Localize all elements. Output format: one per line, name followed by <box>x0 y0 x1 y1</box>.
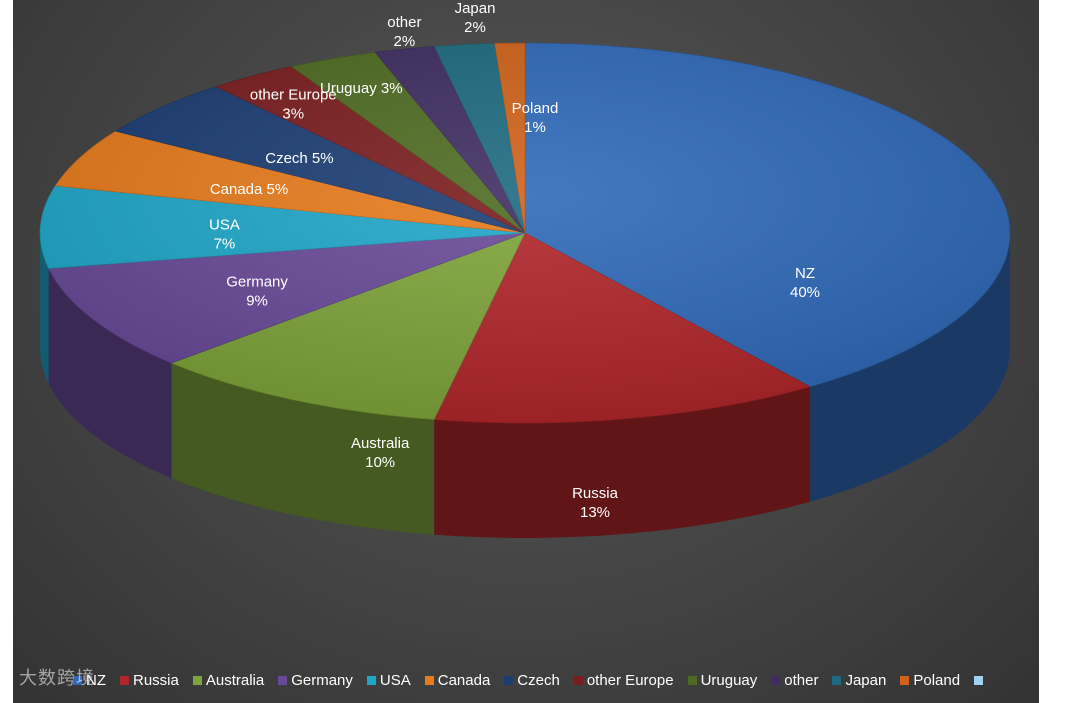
slice-side-russia <box>434 386 811 539</box>
legend-item-russia: Russia <box>120 672 179 689</box>
legend-item-blank <box>974 675 987 685</box>
pie-chart: NZ 40% Russia 13% Australia 10% Germany 9% USA 7%… <box>39 0 1011 539</box>
legend-item-canada: Canada <box>424 671 491 689</box>
data-label-russia: Russia 13% <box>572 485 619 521</box>
legend-swatch <box>120 675 129 685</box>
data-label-nz: NZ 40% <box>790 265 820 301</box>
legend-label: Germany <box>291 671 353 689</box>
legend-swatch <box>366 675 376 685</box>
legend-label: Uruguay <box>700 671 758 689</box>
legend-item-other-europe: other Europe <box>573 671 674 689</box>
legend-label: Australia <box>205 671 265 689</box>
legend-swatch <box>573 675 583 685</box>
legend-swatch <box>974 675 984 685</box>
legend-swatch <box>424 675 434 685</box>
legend-item-germany: Germany <box>278 672 353 689</box>
legend-label: Canada <box>437 671 491 689</box>
legend-swatch <box>192 675 202 685</box>
legend-item-uruguay: Uruguay <box>687 671 758 689</box>
legend-swatch <box>278 675 288 685</box>
chart-panel: NZ 40% Russia 13% Australia 10% Germany 9% USA 7%… <box>13 0 1039 703</box>
data-label-australia: Australia 10% <box>351 435 410 471</box>
legend-swatch <box>832 675 842 685</box>
legend-item-nz: NZ <box>73 672 106 689</box>
legend-label: Poland <box>913 671 961 689</box>
legend-item-australia: Australia <box>192 671 265 689</box>
data-label-other-europe: other Europe 3% <box>250 86 337 122</box>
data-label-japan: Japan 2% <box>455 0 496 36</box>
legend-item-poland: Poland <box>900 672 960 689</box>
legend-label: other Europe <box>586 671 674 689</box>
data-label-germany: Germany 9% <box>226 273 288 309</box>
legend-swatch <box>771 675 781 685</box>
legend-swatch <box>900 675 910 685</box>
legend-label: Japan <box>845 671 887 689</box>
legend-label: Czech <box>517 671 560 689</box>
legend-label: NZ <box>86 671 106 689</box>
legend-swatch <box>687 675 697 685</box>
data-label-other: other 2% <box>387 14 421 50</box>
legend-label: USA <box>379 671 411 689</box>
watermark: 大数跨境 <box>19 668 95 689</box>
legend-item-czech: Czech <box>504 672 560 689</box>
legend-item-japan: Japan <box>832 672 886 689</box>
legend-item-other: other <box>771 672 818 689</box>
data-label-usa: USA 7% <box>209 216 240 252</box>
legend-label: Russia <box>133 671 179 689</box>
legend-swatch <box>504 675 514 685</box>
data-label-canada: Canada 5% <box>210 181 288 198</box>
data-label-czech: Czech 5% <box>265 150 333 167</box>
data-label-poland: Poland 1% <box>512 100 559 136</box>
legend-label: other <box>784 671 819 689</box>
chart-legend: NZ Russia Australia Germany USA Canada Czech ot… <box>73 669 987 691</box>
data-label-uruguay: Uruguay 3% <box>320 80 403 97</box>
legend-swatch <box>73 675 82 685</box>
legend-item-usa: USA <box>366 671 411 689</box>
